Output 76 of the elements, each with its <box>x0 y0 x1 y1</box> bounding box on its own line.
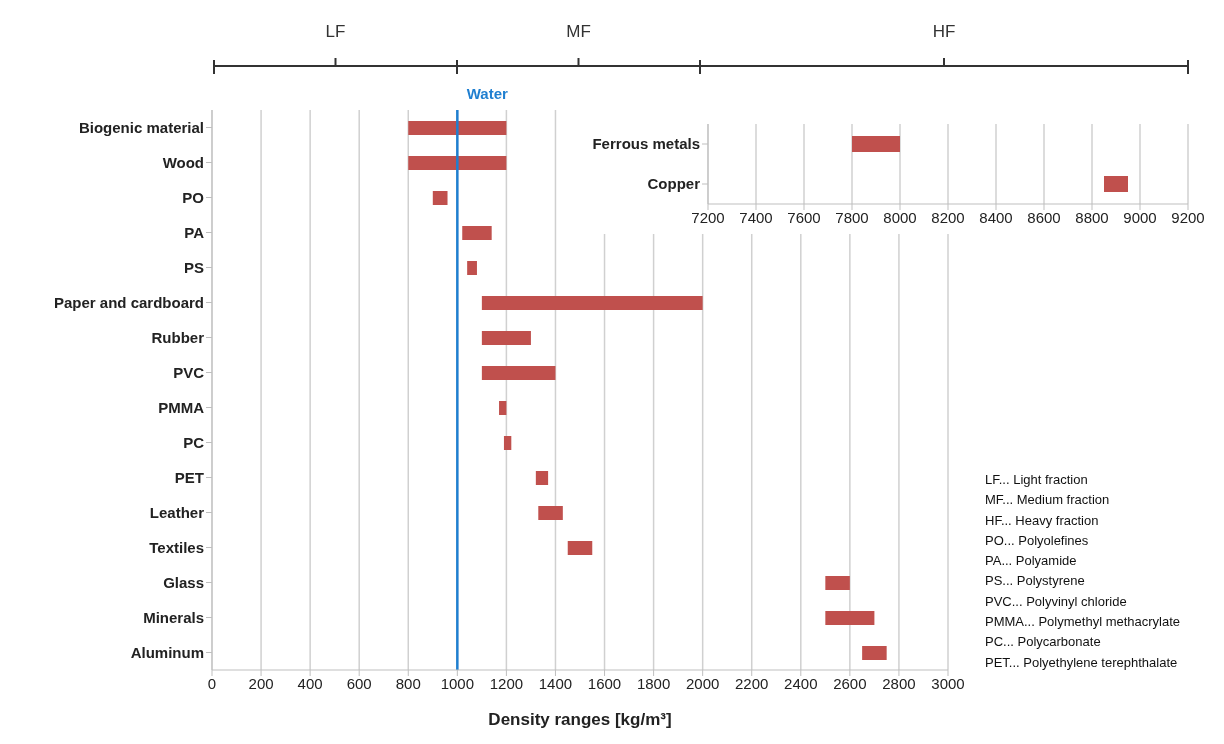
y-tick-label: Copper <box>647 175 701 193</box>
bar <box>862 646 887 660</box>
bar <box>432 191 448 205</box>
ref-line-label: Water <box>466 85 509 102</box>
text: HF... Heavy fraction <box>985 511 1100 530</box>
x-tick-label: 2600 <box>833 674 867 692</box>
x-tick-label: 1200 <box>489 674 524 692</box>
x-tick-label: 8400 <box>979 208 1013 226</box>
x-tick-label: 2000 <box>685 674 720 692</box>
bar <box>535 471 549 485</box>
y-tick-label: PS <box>183 258 204 276</box>
text: PMMA... Polymethyl methacrylate <box>985 613 1181 632</box>
y-tick-label: PET <box>174 468 204 486</box>
x-tick-label: 1000 <box>440 674 475 692</box>
x-tick-label: 7800 <box>835 208 869 226</box>
bar <box>499 401 507 415</box>
x-tick-label: 1800 <box>636 674 671 692</box>
x-tick-label: 3000 <box>931 674 965 692</box>
bar <box>481 296 703 310</box>
x-tick-label: 9200 <box>1171 208 1205 226</box>
text: PC... Polycarbonate <box>985 633 1102 652</box>
x-tick-label: 7600 <box>787 208 821 226</box>
y-tick-label: PA <box>184 223 205 241</box>
x-tick-label: 800 <box>395 674 421 692</box>
y-tick-label: PVC <box>173 363 205 381</box>
text: MF... Medium fraction <box>985 491 1111 510</box>
text: PS... Polystyrene <box>985 572 1086 591</box>
y-tick-label: Rubber <box>151 328 205 346</box>
x-tick-label: 9000 <box>1123 208 1157 226</box>
y-tick-label: Ferrous metals <box>592 135 700 153</box>
y-tick-label: Leather <box>149 503 205 521</box>
y-tick-label: Paper and cardboard <box>53 293 204 311</box>
x-tick-label: 8800 <box>1075 208 1109 226</box>
bar <box>408 121 507 135</box>
x-tick-label: 600 <box>346 674 372 692</box>
text: HF <box>931 22 957 42</box>
bar <box>538 506 563 520</box>
x-tick-label: 1600 <box>587 674 622 692</box>
y-tick-label: Textiles <box>149 538 204 556</box>
y-tick-label: PO <box>182 188 205 206</box>
bar <box>503 436 512 450</box>
y-tick-label: PMMA <box>158 398 205 416</box>
x-tick-label: 400 <box>297 674 323 692</box>
bar <box>825 611 875 625</box>
text: PA... Polyamide <box>985 552 1078 571</box>
text: LF... Light fraction <box>985 471 1089 489</box>
text: PO... Polyolefines <box>985 531 1090 550</box>
text: LF <box>324 22 347 42</box>
x-tick-label: 2200 <box>735 674 769 692</box>
text: PET... Polyethylene terephthalate <box>985 653 1179 672</box>
x-tick-label: 8600 <box>1027 208 1061 226</box>
x-tick-label: 2400 <box>784 674 818 692</box>
bar <box>467 261 477 275</box>
text: MF <box>565 22 592 42</box>
x-tick-label: 7400 <box>739 208 773 226</box>
x-tick-label: 1400 <box>538 674 573 692</box>
y-tick-label: Minerals <box>143 608 204 626</box>
y-tick-label: Biogenic material <box>78 118 204 136</box>
bar <box>481 331 531 345</box>
bar <box>825 576 850 590</box>
y-tick-label: Glass <box>163 573 204 591</box>
bar <box>567 541 593 555</box>
y-tick-label: Aluminum <box>130 643 204 661</box>
text: PVC... Polyvinyl chloride <box>985 592 1128 611</box>
x-tick-label: 7200 <box>691 208 725 226</box>
x-tick-label: 200 <box>248 674 274 692</box>
x-axis-title: Density ranges [kg/m³] <box>488 710 672 729</box>
x-tick-label: 0 <box>207 674 217 692</box>
x-tick-label: 2800 <box>882 674 916 692</box>
y-tick-label: PC <box>183 433 205 451</box>
x-tick-label: 8000 <box>883 208 917 226</box>
bar <box>408 156 507 170</box>
y-tick-label: Wood <box>162 153 204 171</box>
bar <box>462 226 492 240</box>
bar <box>481 366 556 380</box>
x-tick-label: 8200 <box>931 208 965 226</box>
